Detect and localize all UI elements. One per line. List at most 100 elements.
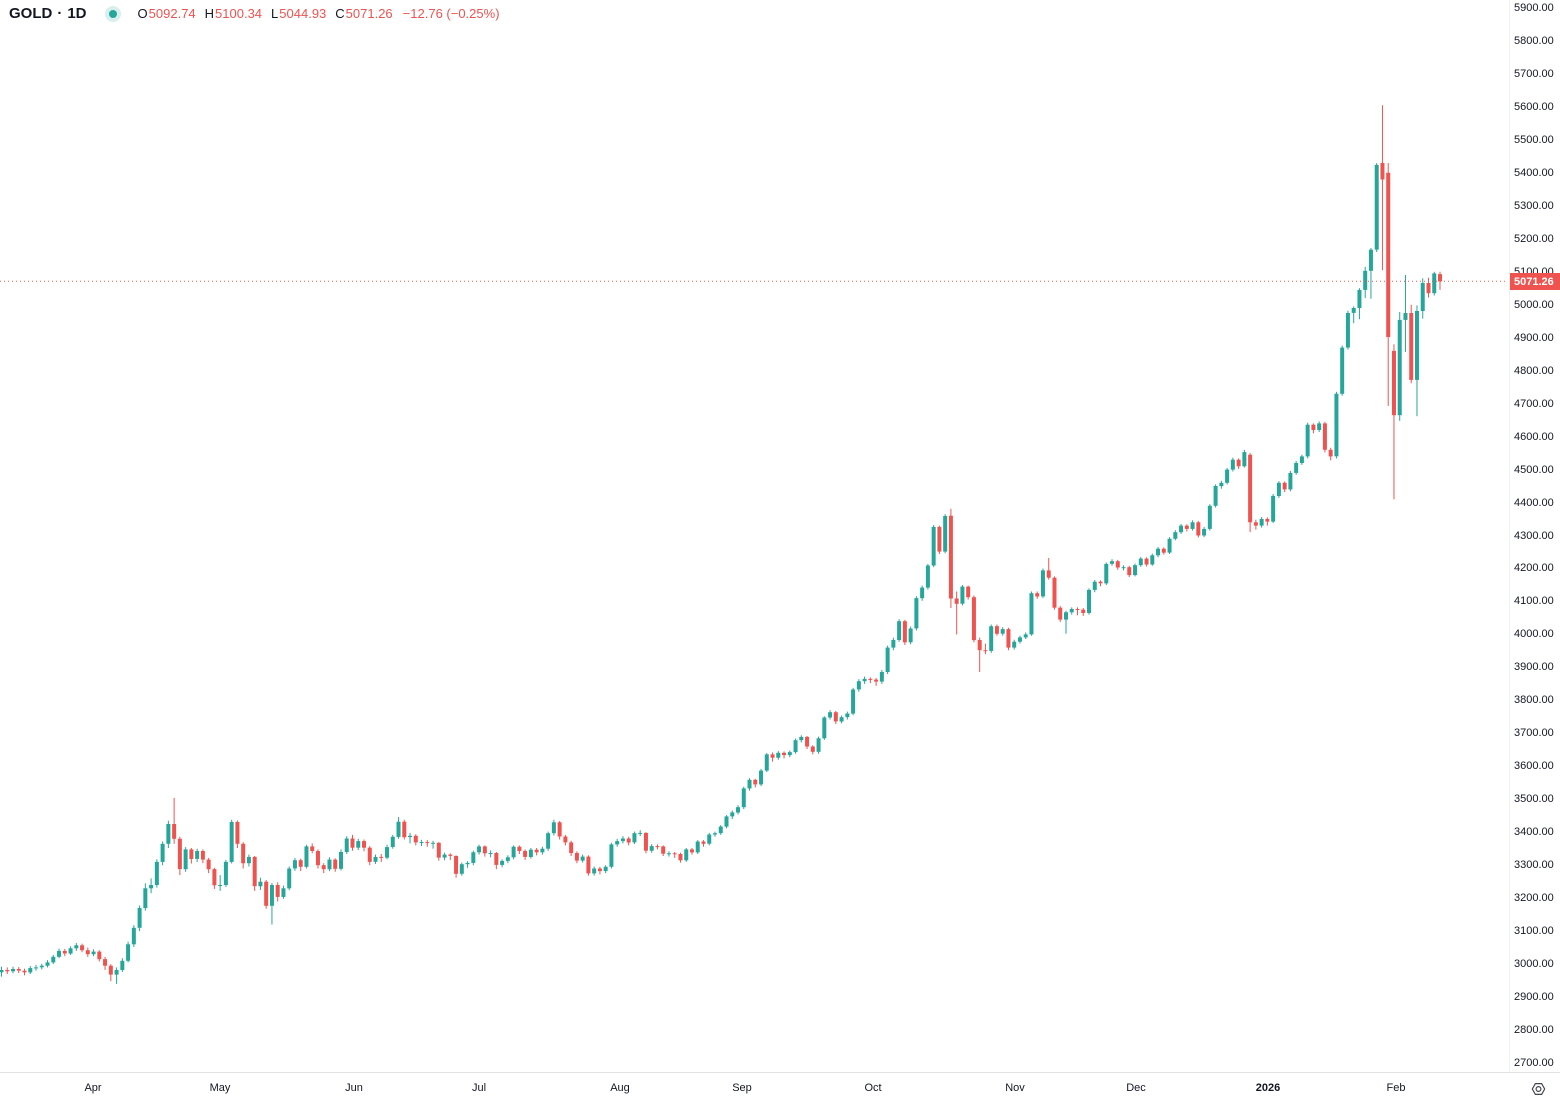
candle-body — [805, 736, 810, 747]
time-tick-label: Dec — [1126, 1082, 1146, 1094]
candle-body — [367, 847, 372, 862]
candle-body — [879, 672, 884, 682]
candle-body — [223, 861, 228, 885]
candle-body — [931, 526, 936, 566]
candle-body — [344, 838, 349, 852]
settings-gear-icon[interactable] — [1528, 1081, 1548, 1097]
candle-body — [649, 846, 654, 851]
candle-body — [1409, 313, 1414, 380]
candle-body — [120, 960, 125, 970]
candle-body — [511, 846, 516, 858]
candle-body — [1248, 454, 1253, 523]
candle-body — [741, 788, 746, 808]
candle-body — [1334, 393, 1339, 457]
candle-body — [1069, 609, 1074, 613]
candle-body — [960, 586, 965, 604]
candle-body — [304, 846, 309, 867]
candle-body — [603, 866, 608, 872]
candle-body — [747, 779, 752, 789]
candle-body — [1017, 637, 1022, 642]
candle-body — [638, 832, 643, 834]
time-tick-label: Sep — [732, 1082, 752, 1094]
candlestick-chart[interactable] — [0, 0, 1508, 1072]
candle-body — [1305, 424, 1310, 457]
candle-body — [1253, 522, 1258, 526]
candle-body — [269, 885, 274, 906]
time-tick-label: May — [209, 1082, 231, 1094]
candle-body — [229, 822, 234, 862]
candle-body — [586, 856, 591, 874]
candle-body — [1161, 548, 1166, 553]
candle-body — [385, 847, 390, 858]
candle-body — [241, 843, 246, 864]
candle-body — [891, 640, 896, 648]
candle-body — [333, 859, 338, 869]
candle-body — [799, 736, 804, 741]
candle-body — [695, 841, 700, 853]
candle-body — [701, 841, 706, 844]
candle-body — [546, 833, 551, 849]
time-tick-label: Aug — [610, 1082, 630, 1094]
candle-body — [425, 842, 430, 844]
candle-body — [45, 962, 50, 966]
time-axis[interactable]: Apr May Jun Jul Aug Sep Oct Nov Dec 2026 Feb — [0, 1072, 1560, 1103]
time-tick-label: Jun — [345, 1082, 363, 1094]
candle-body — [379, 856, 384, 858]
price-tick-label: 4000.00 — [1514, 628, 1554, 641]
symbol-title[interactable]: GOLD · 1D — [9, 5, 87, 22]
candle-body — [22, 970, 27, 973]
candle-body — [620, 838, 625, 842]
candle-body — [1202, 528, 1207, 536]
candle-body — [1121, 567, 1126, 569]
candle-body — [477, 846, 482, 853]
candle-body — [563, 836, 568, 843]
candle-body — [534, 849, 539, 853]
candle-body — [759, 770, 764, 785]
price-tick-label: 4200.00 — [1514, 562, 1554, 575]
change-value: −12.76 (−0.25%) — [402, 6, 500, 21]
candle-body — [1173, 532, 1178, 539]
interval-label[interactable]: 1D — [67, 5, 87, 22]
candle-body — [1184, 525, 1189, 529]
candle-body — [419, 842, 424, 844]
candle-body — [1225, 469, 1230, 483]
candle-body — [1046, 570, 1051, 578]
time-tick-label: Apr — [84, 1082, 102, 1094]
candle-body — [1276, 482, 1281, 496]
candle-body — [724, 816, 729, 827]
price-tick-label: 2900.00 — [1514, 991, 1554, 1004]
candle-body — [310, 846, 315, 851]
candle-body — [977, 640, 982, 651]
candle-body — [994, 626, 999, 634]
candle-body — [937, 526, 942, 552]
candle-body — [85, 950, 90, 955]
candle-body — [851, 689, 856, 714]
candle-body — [1179, 525, 1184, 533]
price-tick-label: 5200.00 — [1514, 232, 1554, 245]
candle-body — [1380, 163, 1385, 180]
candle-body — [1374, 164, 1379, 250]
price-tick-label: 4100.00 — [1514, 595, 1554, 608]
ohlc-open: O5092.74 — [137, 6, 196, 21]
candle-body — [172, 824, 177, 839]
price-tick-label: 5500.00 — [1514, 133, 1554, 146]
candle-body — [1363, 270, 1368, 290]
candle-body — [1403, 313, 1408, 320]
candle-body — [954, 598, 959, 604]
candle-body — [592, 868, 597, 874]
candle-body — [183, 849, 188, 870]
symbol-label[interactable]: GOLD — [9, 5, 53, 22]
price-axis[interactable]: 5071.26 5900.00 5800.00 5700.00 5600.00 5500… — [1509, 0, 1560, 1072]
candle-body — [189, 849, 194, 859]
candle-body — [390, 836, 395, 847]
candle-body — [350, 838, 355, 848]
candle-body — [1259, 519, 1264, 526]
candle-body — [1127, 567, 1132, 576]
candle-body — [580, 856, 585, 861]
candle-body — [235, 822, 240, 844]
candle-body — [643, 832, 648, 851]
candle-body — [264, 881, 269, 906]
candle-body — [540, 848, 545, 853]
candle-body — [28, 968, 33, 973]
